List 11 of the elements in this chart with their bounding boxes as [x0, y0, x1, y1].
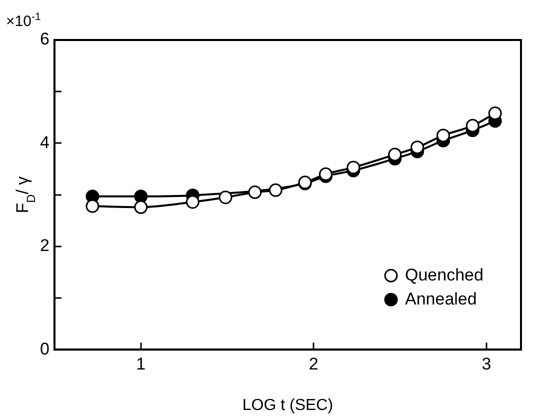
y-tick-label: 6 — [40, 30, 50, 49]
legend-label: Annealed — [405, 289, 477, 308]
y-tick-label: 2 — [40, 236, 50, 256]
legend-label: Quenched — [405, 265, 484, 284]
y-tick-label: 4 — [40, 132, 50, 152]
y-tick-label: 0 — [40, 339, 50, 358]
x-axis-title: LOG t (SEC) — [242, 397, 334, 414]
x-tick-label: 2 — [308, 354, 318, 374]
y-axis-title: FD/ γ — [13, 176, 38, 214]
x-tick-label: 3 — [482, 354, 492, 374]
x-tick-label: 1 — [136, 354, 146, 374]
